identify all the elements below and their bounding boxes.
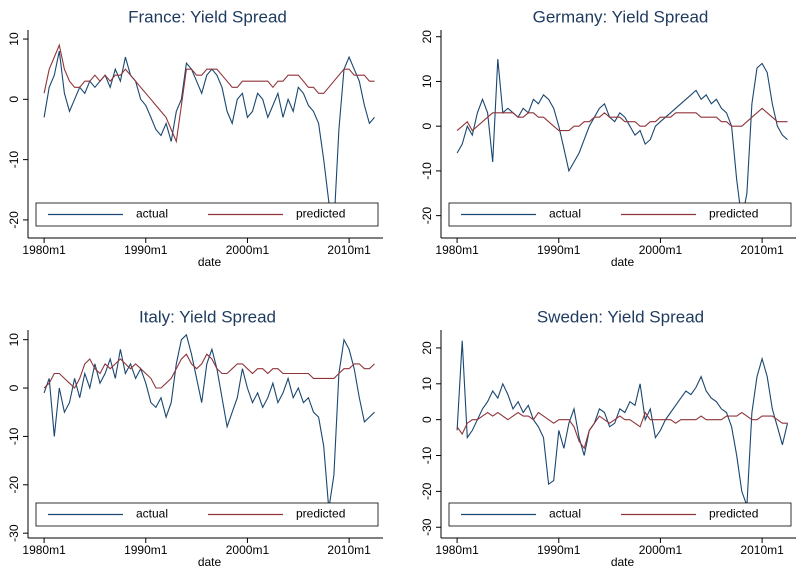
x-axis-label: date <box>198 255 222 269</box>
chart-title: France: Yield Spread <box>128 7 287 26</box>
x-tick-label: 1980m1 <box>22 243 66 257</box>
legend-label: predicted <box>296 507 345 521</box>
y-tick-label: -30 <box>420 518 434 536</box>
plot-lines <box>456 340 789 506</box>
y-tick-label: 10 <box>420 377 434 391</box>
plot-lines <box>456 59 788 221</box>
legend-label: predicted <box>709 507 758 521</box>
panel: France: Yield Spread -20 -10 0 10 1980m1 1990m… <box>7 7 383 269</box>
y-tick-label: -10 <box>420 447 434 465</box>
legend-label: actual <box>549 507 581 521</box>
x-tick-label: 1990m1 <box>537 243 581 257</box>
legend-label: actual <box>136 507 168 521</box>
series-line <box>456 59 788 221</box>
panel: Sweden: Yield Spread -30 -20 -10 0 10 20 1980m1… <box>420 307 796 569</box>
legend-label: actual <box>136 207 168 221</box>
x-axis-label: date <box>611 255 635 269</box>
y-tick-label: -20 <box>420 482 434 500</box>
y-tick-label: 0 <box>7 384 21 391</box>
legend-label: actual <box>549 207 581 221</box>
legend-box <box>448 502 792 527</box>
legend-label: predicted <box>709 207 758 221</box>
x-tick-label: 2010m1 <box>327 543 371 557</box>
x-tick-label: 2010m1 <box>740 243 784 257</box>
x-axis-label: date <box>198 555 222 569</box>
x-tick-label: 1980m1 <box>22 543 66 557</box>
legend-box <box>35 202 379 227</box>
y-tick-label: 10 <box>420 74 434 88</box>
y-tick-label: -10 <box>7 427 21 445</box>
x-tick-label: 1980m1 <box>435 543 479 557</box>
chart-title: Germany: Yield Spread <box>533 7 709 26</box>
chart-title: Sweden: Yield Spread <box>537 307 704 326</box>
y-tick-label: -20 <box>7 211 21 229</box>
y-tick-label: -10 <box>420 162 434 180</box>
x-tick-label: 1990m1 <box>124 243 168 257</box>
x-tick-label: 2010m1 <box>327 243 371 257</box>
plot-lines <box>43 43 375 227</box>
series-line <box>43 43 375 144</box>
y-tick-label: 10 <box>7 32 21 46</box>
panel: Italy: Yield Spread -30 -20 -10 0 10 1980m1 199… <box>7 307 383 569</box>
x-axis-label: date <box>611 555 635 569</box>
series-line <box>456 107 788 132</box>
x-tick-label: 1990m1 <box>537 543 581 557</box>
y-tick-label: 20 <box>420 30 434 44</box>
legend-box <box>35 502 379 527</box>
panel: Germany: Yield Spread -20 -10 0 10 20 1980m1 19… <box>420 7 796 269</box>
series-line <box>43 333 375 510</box>
y-tick-label: -10 <box>7 151 21 169</box>
y-tick-label: 20 <box>420 341 434 355</box>
series-line <box>43 50 375 227</box>
y-tick-label: 10 <box>7 333 21 347</box>
series-line <box>43 353 375 389</box>
x-tick-label: 2010m1 <box>740 543 784 557</box>
x-tick-label: 2000m1 <box>226 243 270 257</box>
x-tick-label: 1980m1 <box>435 243 479 257</box>
y-tick-label: -20 <box>420 207 434 225</box>
x-tick-label: 2000m1 <box>639 243 683 257</box>
y-tick-label: 0 <box>7 96 21 103</box>
series-line <box>456 411 788 450</box>
y-tick-label: -20 <box>7 476 21 494</box>
x-tick-label: 2000m1 <box>226 543 270 557</box>
y-tick-label: 0 <box>420 123 434 130</box>
y-tick-label: 0 <box>420 416 434 423</box>
plot-lines <box>43 333 375 510</box>
legend-box <box>448 202 792 227</box>
chart-title: Italy: Yield Spread <box>139 307 276 326</box>
x-tick-label: 2000m1 <box>639 543 683 557</box>
y-tick-label: -30 <box>7 524 21 542</box>
series-line <box>456 340 789 506</box>
legend-label: predicted <box>296 207 345 221</box>
x-tick-label: 1990m1 <box>124 543 168 557</box>
